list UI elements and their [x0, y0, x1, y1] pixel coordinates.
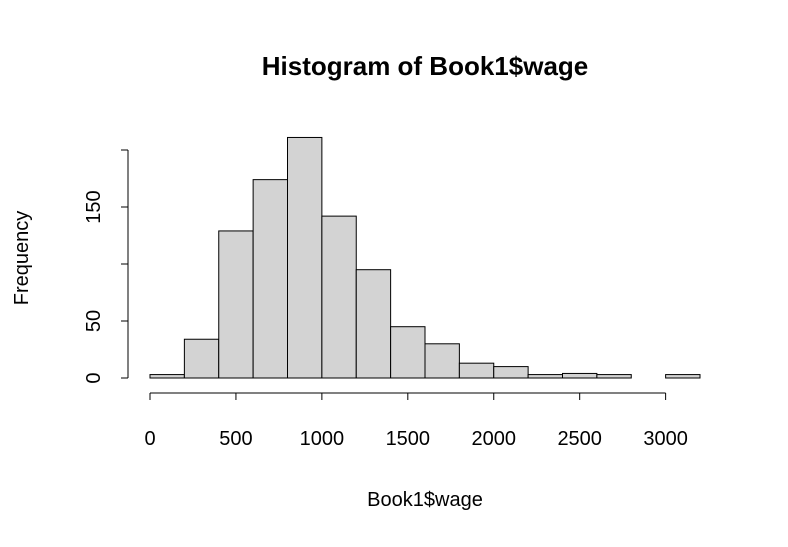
bar [527, 374, 563, 379]
bar [252, 179, 288, 379]
bar [355, 269, 392, 379]
bar [321, 215, 357, 379]
bar [562, 372, 598, 379]
y-tick-label: 50 [83, 310, 105, 332]
y-tick-label: 150 [83, 190, 105, 223]
bar [183, 338, 220, 379]
x-axis-label: Book1$wage [367, 489, 483, 511]
x-tick-label: 2000 [472, 428, 517, 450]
bar [390, 326, 426, 379]
bar [596, 374, 632, 379]
x-tick-label: 2500 [557, 428, 602, 450]
x-tick-label: 1000 [300, 428, 345, 450]
bar [665, 374, 701, 379]
y-axis-label: Frequency [11, 211, 33, 306]
x-tick-label: 500 [219, 428, 252, 450]
bar [149, 374, 185, 379]
x-tick-label: 0 [144, 428, 155, 450]
bar [493, 366, 529, 379]
bar [287, 136, 323, 379]
x-tick-label: 1500 [386, 428, 431, 450]
chart-title: Histogram of Book1$wage [262, 51, 589, 81]
bar [458, 362, 495, 379]
x-tick-label: 3000 [643, 428, 688, 450]
y-tick-label: 0 [83, 372, 105, 383]
bar [424, 343, 460, 379]
bar [218, 230, 254, 379]
